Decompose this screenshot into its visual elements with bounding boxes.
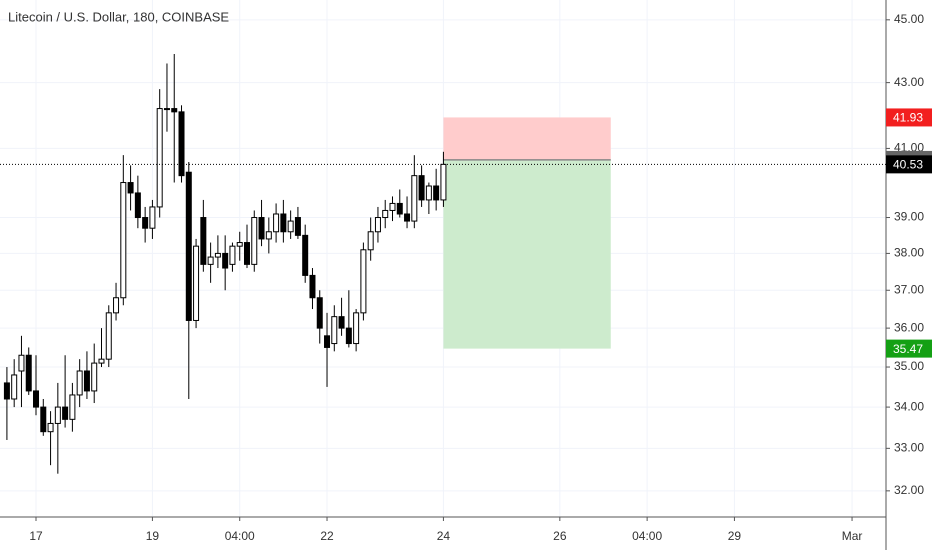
x-tick-label: 29 — [728, 529, 742, 543]
candle-body — [404, 213, 411, 222]
candle-body — [113, 297, 120, 314]
candle-body — [33, 390, 40, 408]
y-tick-label: 36.00 — [894, 320, 924, 334]
price-badge-label: 41.93 — [893, 111, 923, 125]
candle-body — [316, 297, 323, 329]
target-zone — [443, 159, 611, 349]
candle-body — [345, 327, 352, 345]
grid — [0, 0, 886, 517]
y-tick-label: 35.00 — [894, 359, 924, 373]
candle-body — [360, 249, 367, 314]
price-badge — [886, 339, 932, 358]
candles — [3, 54, 447, 474]
candle-body — [18, 354, 25, 372]
candle-body — [156, 108, 163, 208]
candle-body — [309, 274, 316, 299]
candle-body — [273, 213, 280, 233]
candle-body — [207, 256, 214, 265]
candle-body — [338, 316, 345, 329]
candle-body — [433, 185, 440, 201]
candle-body — [243, 242, 250, 265]
candle-body — [331, 316, 338, 345]
candle-body — [265, 231, 272, 240]
chart-title: Litecoin / U.S. Dollar, 180, COINBASE — [8, 9, 229, 24]
candle-body — [367, 231, 374, 251]
price-badge — [886, 155, 932, 174]
x-tick-label: 04:00 — [632, 529, 662, 543]
candle-body — [149, 206, 156, 229]
x-tick-label: 24 — [437, 529, 451, 543]
candle-body — [324, 335, 331, 348]
candle-body — [47, 422, 54, 433]
y-tick-label: 37.00 — [894, 282, 924, 296]
candle-body — [353, 312, 360, 345]
candle-body — [200, 217, 207, 265]
candle-body — [396, 202, 403, 215]
candle-body — [236, 242, 243, 247]
y-tick-label: 38.00 — [894, 246, 924, 260]
y-tick-label: 32.00 — [894, 483, 924, 497]
x-tick-label: 19 — [146, 529, 160, 543]
candle-body — [258, 217, 265, 240]
candle-body — [214, 252, 221, 258]
price-badge-label: 40.53 — [893, 158, 923, 172]
candle-body — [98, 358, 105, 364]
candle-body — [178, 111, 185, 177]
price-badge — [886, 108, 932, 127]
candle-body — [69, 394, 76, 420]
candle-body — [134, 192, 141, 219]
candle-body — [3, 382, 10, 400]
candle-body — [76, 370, 83, 396]
candle-body — [389, 202, 396, 211]
y-tick-label: 43.00 — [894, 75, 924, 89]
candle-body — [142, 217, 149, 229]
x-tick-label: 26 — [553, 529, 567, 543]
price-badge-label: 35.47 — [893, 342, 923, 356]
candle-body — [411, 175, 418, 222]
candle-body — [382, 209, 389, 219]
candle-body — [127, 182, 134, 194]
candle-body — [418, 175, 425, 201]
candle-body — [222, 252, 229, 269]
candle-body — [229, 245, 236, 265]
candle-body — [280, 213, 287, 233]
y-tick-label: 39.00 — [894, 210, 924, 224]
candle-body — [120, 182, 127, 299]
candle-body — [440, 163, 447, 201]
candle-body — [25, 354, 32, 392]
candle-body — [105, 312, 112, 360]
stop-zone — [443, 117, 611, 160]
y-tick-label: 45.00 — [894, 12, 924, 26]
x-tick-label: Mar — [842, 529, 863, 543]
position-zones — [443, 117, 611, 349]
y-tick-label: 34.00 — [894, 399, 924, 413]
axes: 45.0043.0041.0039.0038.0037.0036.0035.00… — [0, 12, 932, 543]
candle-body — [193, 245, 200, 321]
candle-body — [171, 108, 178, 113]
x-tick-label: 22 — [320, 529, 334, 543]
candle-body — [302, 234, 309, 276]
candle-body — [40, 406, 47, 433]
candle-body — [185, 171, 192, 321]
candle-body — [163, 108, 170, 111]
candle-body — [425, 185, 432, 201]
candle-body — [287, 220, 294, 233]
candle-body — [374, 217, 381, 233]
candle-body — [251, 217, 258, 265]
candle-body — [11, 374, 18, 400]
x-tick-label: 04:00 — [225, 529, 255, 543]
x-tick-label: 17 — [29, 529, 43, 543]
candle-body — [91, 362, 98, 392]
candle-body — [54, 406, 61, 424]
y-tick-label: 33.00 — [894, 441, 924, 455]
candle-body — [294, 217, 301, 236]
candle-body — [62, 406, 69, 420]
candle-body — [83, 370, 90, 392]
